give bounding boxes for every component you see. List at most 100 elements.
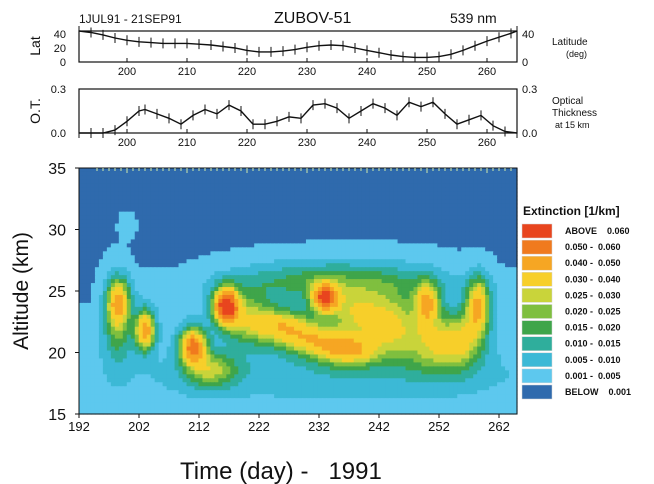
- heatmap-cell: [242, 255, 247, 260]
- heatmap-cell: [505, 306, 510, 312]
- heatmap-cell: [226, 207, 231, 213]
- ot-xtick-label-1: 210: [178, 137, 196, 149]
- heatmap-cell: [465, 283, 470, 288]
- heatmap-cell: [162, 283, 168, 288]
- heatmap-cell: [162, 291, 168, 296]
- heatmap-cell: [218, 175, 223, 181]
- heatmap-cell: [250, 267, 255, 272]
- heatmap-cell: [413, 306, 419, 312]
- heatmap-cell: [286, 275, 291, 280]
- heatmap-cell: [202, 247, 208, 252]
- heatmap-cell: [214, 231, 219, 237]
- heatmap-cell: [114, 326, 120, 332]
- heatmap-cell: [437, 306, 442, 312]
- heatmap-cell: [337, 251, 343, 256]
- heatmap-cell: [150, 223, 156, 229]
- heatmap-cell: [146, 271, 152, 276]
- heatmap-cell: [246, 318, 251, 324]
- heatmap-cell: [357, 291, 363, 296]
- heatmap-cell: [214, 191, 219, 197]
- heatmap-cell: [174, 243, 180, 248]
- heatmap-cell: [238, 271, 243, 276]
- heatmap-cell: [138, 334, 144, 340]
- heatmap-cell: [413, 267, 419, 272]
- heatmap-cell: [150, 314, 156, 320]
- heatmap-cell: [298, 291, 303, 296]
- heatmap-cell: [178, 179, 184, 185]
- heatmap-cell: [230, 263, 235, 268]
- heatmap-cell: [513, 338, 518, 344]
- heatmap-cell: [465, 330, 470, 336]
- heatmap-cell: [286, 195, 291, 201]
- heatmap-cell: [250, 171, 255, 177]
- heatmap-cell: [333, 223, 339, 229]
- heatmap-cell: [270, 207, 275, 213]
- heatmap-cell: [405, 263, 411, 268]
- heatmap-cell: [174, 314, 180, 320]
- heatmap-cell: [258, 251, 263, 256]
- heatmap-cell: [254, 322, 259, 328]
- heatmap-cell: [397, 283, 403, 288]
- heatmap-cell: [385, 211, 391, 217]
- heatmap-cell: [465, 207, 470, 213]
- heatmap-cell: [413, 294, 419, 300]
- heatmap-cell: [357, 171, 363, 177]
- heatmap-cell: [158, 231, 164, 237]
- heatmap-cell: [86, 168, 92, 173]
- heatmap-cell: [437, 310, 442, 316]
- heatmap-cell: [106, 279, 112, 284]
- heatmap-cell: [142, 203, 148, 209]
- heatmap-cell: [457, 199, 462, 205]
- heatmap-cell: [150, 310, 156, 316]
- heatmap-cell: [397, 168, 403, 173]
- heatmap-cell: [413, 298, 419, 304]
- heatmap-cell: [369, 235, 375, 241]
- heatmap-cell: [298, 310, 303, 316]
- heatmap-cell: [274, 259, 279, 264]
- heatmap-cell: [234, 283, 239, 288]
- heatmap-cell: [381, 259, 387, 264]
- heatmap-cell: [246, 279, 251, 284]
- heatmap-cell: [262, 263, 267, 268]
- heatmap-cell: [401, 239, 407, 244]
- heatmap-cell: [162, 171, 168, 177]
- heatmap-cell: [409, 171, 415, 177]
- heatmap-cell: [337, 271, 343, 276]
- heatmap-cell: [150, 283, 156, 288]
- heatmap-cell: [373, 306, 379, 312]
- heatmap-cell: [234, 267, 239, 272]
- heatmap-cell: [417, 195, 423, 201]
- heatmap-cell: [134, 171, 140, 177]
- heatmap-cell: [110, 326, 116, 332]
- heatmap-cell: [477, 207, 482, 213]
- heatmap-cell: [294, 231, 299, 237]
- heatmap-cell: [389, 255, 395, 260]
- heatmap-cell: [337, 306, 343, 312]
- heatmap-cell: [142, 306, 148, 312]
- heatmap-cell: [90, 175, 96, 181]
- heatmap-cell: [393, 251, 399, 256]
- heatmap-cell: [461, 275, 466, 280]
- heatmap-cell: [421, 271, 427, 276]
- heatmap-cell: [206, 267, 211, 272]
- heatmap-cell: [477, 179, 482, 185]
- heatmap-cell: [170, 283, 176, 288]
- heatmap-cell: [258, 334, 263, 340]
- heatmap-cell: [214, 318, 219, 324]
- heatmap-cell: [397, 179, 403, 185]
- heatmap-cell: [353, 195, 359, 201]
- heatmap-cell: [405, 294, 411, 300]
- heatmap-cell: [369, 195, 375, 201]
- heatmap-cell: [86, 334, 92, 340]
- heatmap-cell: [98, 279, 104, 284]
- heatmap-cell: [262, 243, 267, 248]
- heatmap-cell: [134, 338, 140, 344]
- heatmap-cell: [485, 251, 490, 256]
- heatmap-cell: [106, 227, 112, 233]
- heatmap-cell: [405, 267, 411, 272]
- heatmap-cell: [102, 291, 108, 296]
- heatmap-cell: [202, 219, 208, 225]
- heatmap-cell: [345, 338, 351, 344]
- heatmap-cell: [174, 326, 180, 332]
- heatmap-cell: [238, 191, 243, 197]
